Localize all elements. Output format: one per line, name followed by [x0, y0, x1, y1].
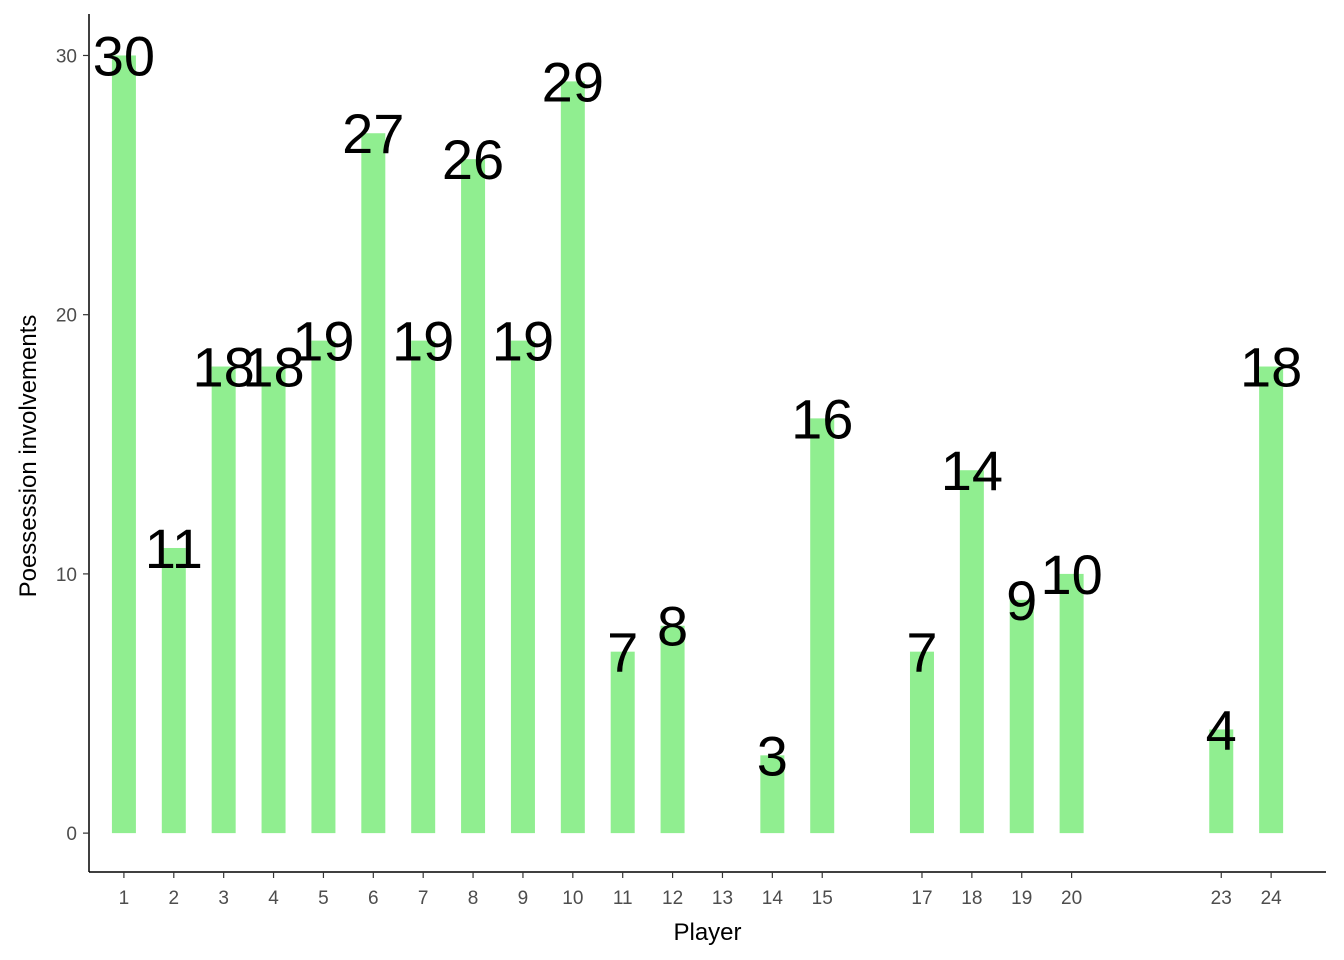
bar-player-15 [810, 418, 835, 834]
x-tick-label-20: 20 [1061, 888, 1082, 909]
bar-player-7 [411, 340, 436, 834]
data-label-player-4: 18 [242, 336, 304, 399]
bar-player-11 [610, 651, 635, 834]
x-tick-label-14: 14 [762, 888, 784, 909]
x-tick-label-15: 15 [812, 888, 833, 909]
bar-player-3 [211, 366, 236, 834]
data-label-player-18: 14 [941, 439, 1003, 502]
bar-player-9 [510, 340, 535, 834]
x-tick-label-7: 7 [418, 888, 429, 909]
data-label-player-8: 26 [442, 128, 504, 191]
x-tick-label-5: 5 [318, 888, 329, 909]
data-label-player-7: 19 [392, 310, 454, 373]
data-label-player-11: 7 [607, 621, 638, 684]
x-tick-label-13: 13 [712, 888, 733, 909]
y-axis-title: Poessession involvements [15, 315, 42, 598]
x-tick-label-19: 19 [1011, 888, 1032, 909]
bar-player-18 [959, 470, 984, 834]
data-label-player-2: 11 [145, 517, 203, 580]
data-label-player-5: 19 [292, 310, 354, 373]
data-label-player-3: 18 [193, 336, 255, 399]
x-tick-label-17: 17 [911, 888, 932, 909]
bar-player-20 [1059, 573, 1084, 834]
data-label-player-1: 30 [93, 24, 155, 87]
x-tick-label-2: 2 [169, 888, 180, 909]
bar-player-19 [1009, 599, 1034, 834]
y-tick-label-10: 10 [56, 565, 77, 586]
data-label-player-24: 18 [1240, 336, 1302, 399]
x-tick-label-12: 12 [662, 888, 683, 909]
bar-player-14 [760, 755, 785, 834]
x-tick-label-11: 11 [613, 888, 633, 909]
x-tick-label-1: 1 [119, 888, 130, 909]
data-label-player-19: 9 [1006, 569, 1037, 632]
y-tick-label-0: 0 [66, 824, 77, 845]
bar-player-10 [560, 81, 585, 834]
bar-player-24 [1259, 366, 1284, 834]
data-label-player-10: 29 [542, 50, 604, 113]
bar-player-6 [361, 133, 386, 834]
data-label-player-9: 19 [492, 310, 554, 373]
x-tick-label-9: 9 [518, 888, 529, 909]
bar-player-4 [261, 366, 286, 834]
data-label-player-6: 27 [342, 102, 404, 165]
y-tick-label-20: 20 [56, 306, 77, 327]
bar-player-2 [161, 547, 186, 834]
bar-player-1 [111, 55, 136, 834]
bar-player-5 [311, 340, 336, 834]
bar-player-8 [461, 159, 486, 834]
x-tick-label-24: 24 [1261, 888, 1283, 909]
bars-layer [111, 55, 1284, 834]
x-tick-label-10: 10 [562, 888, 583, 909]
data-label-player-14: 3 [757, 724, 788, 787]
x-tick-label-8: 8 [468, 888, 479, 909]
data-label-player-17: 7 [906, 621, 937, 684]
x-tick-label-18: 18 [961, 888, 982, 909]
x-tick-label-3: 3 [218, 888, 229, 909]
x-axis-title: Player [673, 919, 741, 946]
x-tick-label-4: 4 [268, 888, 279, 909]
data-label-player-20: 10 [1040, 543, 1102, 606]
y-tick-label-30: 30 [56, 46, 77, 67]
bar-player-17 [909, 651, 934, 834]
data-label-player-12: 8 [657, 595, 688, 658]
bar-player-12 [660, 625, 685, 834]
x-tick-label-6: 6 [368, 888, 379, 909]
data-label-player-23: 4 [1206, 698, 1237, 761]
x-tick-label-23: 23 [1211, 888, 1232, 909]
bar-player-23 [1209, 729, 1234, 834]
data-label-player-15: 16 [791, 387, 853, 450]
